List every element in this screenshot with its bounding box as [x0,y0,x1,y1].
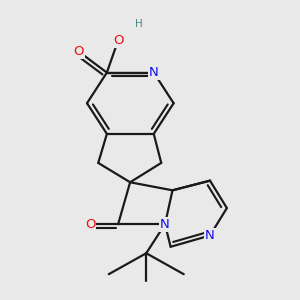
Text: H: H [135,19,142,29]
Text: O: O [85,218,95,231]
Text: N: N [160,218,170,231]
Text: O: O [113,34,123,47]
Text: N: N [205,229,215,242]
Text: N: N [149,66,159,79]
Text: O: O [74,45,84,58]
